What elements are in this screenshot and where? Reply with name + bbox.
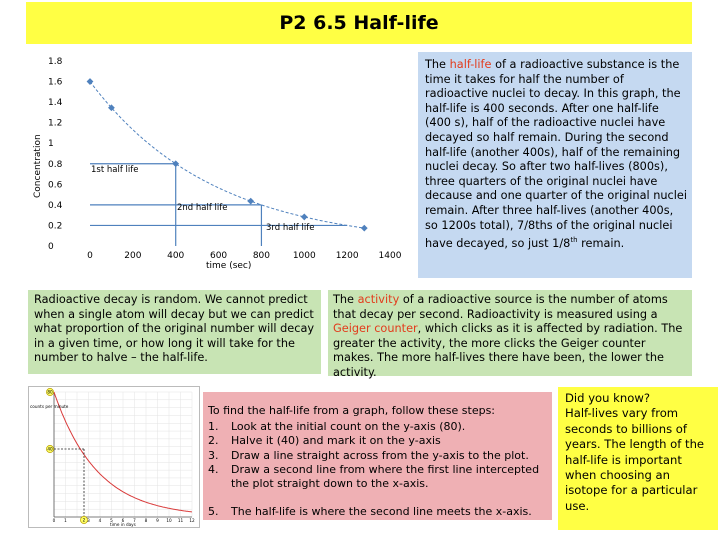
mark-40-circle xyxy=(46,445,54,453)
page-title: P2 6.5 Half-life xyxy=(26,2,692,44)
step-item: 5. The half-life is where the second line… xyxy=(208,505,546,519)
count-rate-graph: counts per minute time in days 80 40 2 0… xyxy=(28,386,200,528)
graph2-x-tick-label: 11 xyxy=(178,518,184,523)
graph2-x-tick-label: 0 xyxy=(53,518,56,523)
activity-box: The activity of a radioactive source is … xyxy=(328,290,692,379)
half-life-term: half-life xyxy=(449,58,492,71)
x-tick-label: 600 xyxy=(210,251,227,261)
half-life-graph: Concentration time (sec) 0 0.2 0.4 0.6 0.8 1 1… xyxy=(28,50,416,276)
activity-text-prefix: The xyxy=(333,293,358,306)
y-tick-label: 1.8 xyxy=(48,57,63,67)
step-number: 5. xyxy=(208,505,219,519)
step-number: 3. xyxy=(208,448,219,462)
graph2-x-tick-label: 3 xyxy=(87,518,90,523)
half-life-graph-svg: Concentration time (sec) 0 0.2 0.4 0.6 0.8 1 1… xyxy=(33,57,402,271)
steps-list: 1. Look at the initial count on the y-axi… xyxy=(208,420,546,519)
step-text: The half-life is where the second line m… xyxy=(231,505,532,519)
x-tick-label: 0 xyxy=(87,251,93,261)
graph2-x-tick-label: 7 xyxy=(133,518,136,523)
step-text: Halve it (40) and mark it on the y-axis xyxy=(231,434,441,448)
y-tick-label: 0 xyxy=(48,242,54,252)
graph2-x-tick-label: 6 xyxy=(122,518,125,523)
step-number: 4. xyxy=(208,462,219,476)
y-tick-label: 0.6 xyxy=(48,180,63,190)
graph2-x-tick-label: 12 xyxy=(189,518,195,523)
graph2-x-tick-label: 8 xyxy=(145,518,148,523)
random-decay-text: Radioactive decay is random. We cannot p… xyxy=(34,293,315,365)
graph2-x-label: time in days xyxy=(110,522,136,527)
y-tick-label: 1.2 xyxy=(48,119,62,129)
y-tick-label: 0.2 xyxy=(48,221,62,231)
mark-2-label: 2 xyxy=(83,518,86,523)
graph2-x-tick-label: 4 xyxy=(99,518,102,523)
geiger-counter-term: Geiger counter xyxy=(333,322,418,336)
step-text: Draw a line straight across from the y-a… xyxy=(231,448,529,462)
count-rate-graph-svg: counts per minute time in days 80 40 2 0… xyxy=(28,386,200,528)
graph-steps-box: To find the half-life from a graph, foll… xyxy=(203,392,552,520)
half-life-text-prefix: The xyxy=(425,58,450,71)
y-tick-label: 0.8 xyxy=(48,160,63,170)
step-number: 1. xyxy=(208,420,219,434)
x-tick-label: 1200 xyxy=(336,251,359,261)
step-number: 2. xyxy=(208,434,219,448)
steps-intro: To find the half-life from a graph, foll… xyxy=(208,404,496,417)
y-tick-label: 0.4 xyxy=(48,201,63,211)
mark-80-label: 80 xyxy=(47,390,53,395)
step-text: Look at the initial count on the y-axis … xyxy=(231,420,466,434)
step-item: 1. Look at the initial count on the y-axi… xyxy=(208,420,546,434)
x-tick-label: 1400 xyxy=(379,251,402,261)
step-text: Draw a second line from where the first … xyxy=(231,462,540,491)
half-life-definition-box: The half-life of a radioactive substance… xyxy=(418,52,692,278)
graph2-x-tick-label: 1 xyxy=(64,518,67,523)
data-point xyxy=(300,213,308,221)
x-tick-label: 1000 xyxy=(293,251,316,261)
half-life-text: of a radioactive substance is the time i… xyxy=(425,58,687,250)
mark-2-circle xyxy=(80,516,88,524)
mark-80-circle xyxy=(46,388,54,396)
x-tick-label: 800 xyxy=(253,251,270,261)
y-tick-label: 1.6 xyxy=(48,78,63,88)
page-title-text: P2 6.5 Half-life xyxy=(279,12,439,34)
graph2-x-tick-label: 10 xyxy=(166,518,172,523)
half-life-superscript: th xyxy=(570,236,578,245)
graph2-y-label: counts per minute xyxy=(30,404,69,409)
did-you-know-text: Half-lives vary from seconds to billions… xyxy=(565,406,705,513)
x-axis-label: time (sec) xyxy=(206,261,251,271)
count-rate-curve xyxy=(53,391,193,513)
x-tick-label: 200 xyxy=(124,251,141,261)
half-life-text-end: remain. xyxy=(577,236,625,250)
step-item: 4. Draw a second line from where the firs… xyxy=(208,463,546,491)
activity-text-mid: of a radioactive source is the number of… xyxy=(333,293,668,321)
x-tick-label: 400 xyxy=(167,251,184,261)
mark-40-label: 40 xyxy=(47,447,53,452)
activity-text-end: , which clicks as it is affected by radi… xyxy=(333,322,683,379)
random-decay-box: Radioactive decay is random. We cannot p… xyxy=(28,290,321,374)
y-tick-label: 1.4 xyxy=(48,98,63,108)
did-you-know-box: Did you know? Half-lives vary from secon… xyxy=(558,387,718,530)
graph2-x-tick-label: 5 xyxy=(110,518,113,523)
y-tick-label: 1 xyxy=(48,139,54,149)
graph2-x-tick-label: 9 xyxy=(156,518,159,523)
did-you-know-heading: Did you know? xyxy=(565,391,650,405)
decay-curve xyxy=(89,81,363,229)
second-half-life-label: 2nd half life xyxy=(177,203,228,213)
data-point xyxy=(360,224,368,232)
data-point xyxy=(247,197,255,205)
y-axis-label: Concentration xyxy=(33,134,43,198)
step-item: 2. Halve it (40) and mark it on the y-axi… xyxy=(208,434,546,448)
first-half-life-label: 1st half life xyxy=(91,165,138,175)
third-half-life-label: 3rd half life xyxy=(266,223,314,233)
data-point xyxy=(86,78,94,85)
activity-term: activity xyxy=(357,293,400,306)
step-item: 3. Draw a line straight across from the y… xyxy=(208,449,546,463)
